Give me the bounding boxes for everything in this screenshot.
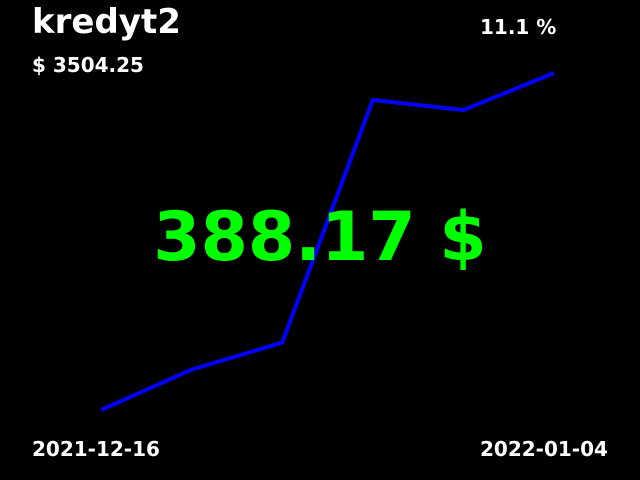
series-line [100,71,555,412]
main-value: 388.17 $ [153,198,487,277]
end-date: 2022-01-04 [480,437,608,461]
start-date: 2021-12-16 [32,437,160,461]
balance-amount: $ 3504.25 [32,53,144,77]
percentage-label: 11.1 % [480,15,557,39]
app-title: kredyt2 [32,2,181,42]
